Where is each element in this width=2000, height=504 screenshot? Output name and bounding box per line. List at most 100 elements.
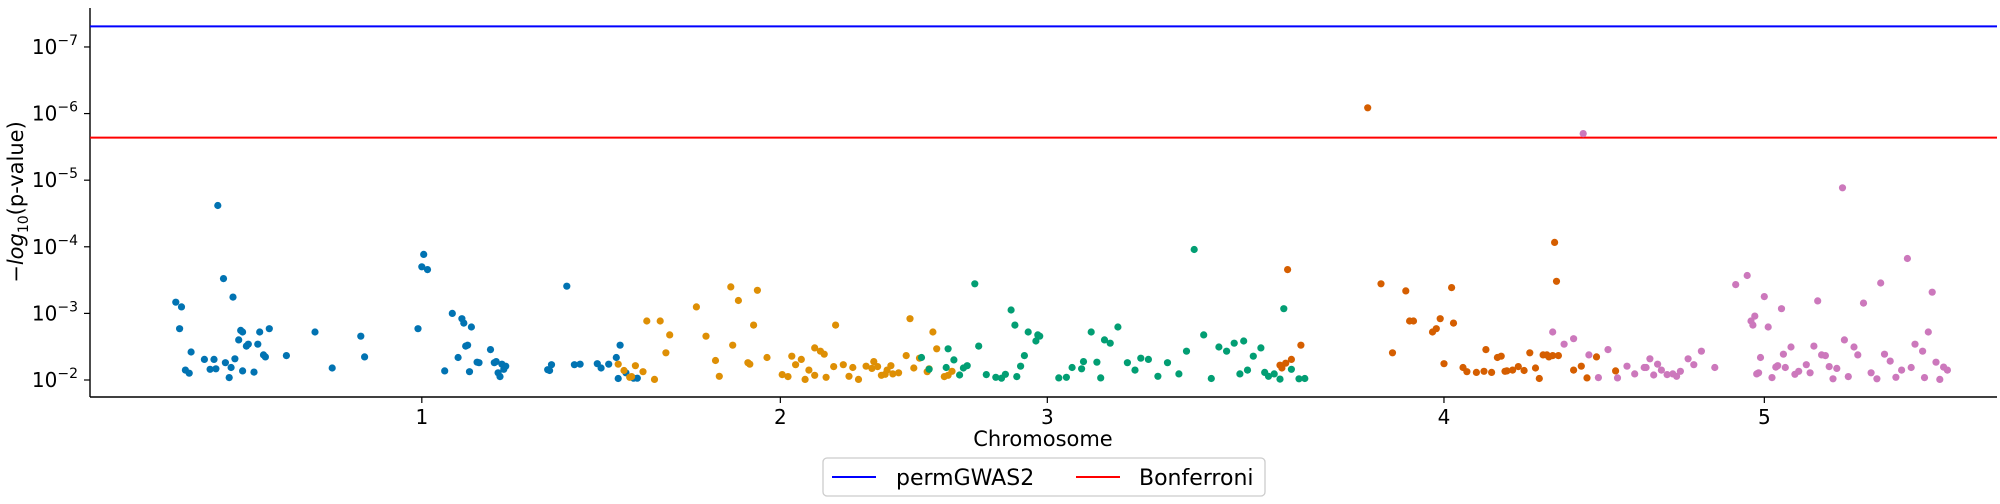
data-point [1829, 375, 1837, 383]
data-point [464, 341, 472, 349]
data-point [1920, 374, 1929, 382]
data-point [902, 352, 910, 360]
data-point [1552, 277, 1561, 285]
data-point [1907, 363, 1915, 372]
data-point [910, 364, 918, 372]
data-point [1924, 328, 1932, 336]
data-point [792, 361, 800, 369]
data-point [1814, 297, 1822, 305]
data-point [311, 328, 319, 336]
data-point [1036, 332, 1044, 340]
data-point [492, 358, 500, 366]
data-point [862, 362, 870, 370]
data-point [1903, 254, 1911, 263]
data-point [1526, 349, 1534, 357]
data-point [1480, 367, 1488, 375]
data-point [1236, 370, 1244, 378]
data-point [1488, 368, 1496, 376]
data-point [1011, 321, 1019, 329]
data-point [1087, 328, 1095, 336]
data-point [1207, 374, 1215, 383]
data-point [1264, 372, 1273, 380]
data-point [187, 348, 195, 356]
data-point [1663, 371, 1671, 379]
data-point [1175, 370, 1183, 378]
data-point [1604, 346, 1612, 354]
data-point [256, 328, 264, 336]
data-point [1297, 341, 1305, 349]
data-point [1570, 335, 1578, 343]
data-point [1032, 337, 1040, 345]
data-point [1163, 359, 1172, 367]
data-point [1482, 346, 1490, 354]
data-point [239, 367, 247, 375]
y-tick-label: 10−3 [32, 299, 78, 325]
y-tick-label: 10−5 [32, 166, 78, 192]
legend: permGWAS2 Bonferroni [822, 457, 1266, 497]
data-point [1287, 365, 1295, 373]
data-point [929, 328, 937, 336]
data-point [1810, 342, 1818, 350]
data-point [1777, 305, 1786, 313]
threshold-lines [90, 25, 1997, 139]
data-point [1911, 340, 1919, 348]
data-point [1007, 306, 1015, 314]
data-point [1270, 370, 1278, 378]
data-point [662, 349, 670, 357]
data-point [1503, 367, 1511, 375]
data-point [692, 303, 701, 311]
legend-label-permgwas2: permGWAS2 [896, 466, 1034, 491]
y-ticks: 10−2 10−3 10−4 10−5 10−6 10−7 [32, 33, 90, 392]
data-point [933, 345, 941, 353]
data-point [1549, 352, 1557, 360]
data-point [746, 360, 754, 368]
data-point [254, 340, 262, 348]
data-point [971, 280, 979, 288]
data-point [1850, 343, 1858, 351]
data-point [1838, 184, 1847, 192]
data-point [225, 374, 233, 382]
data-point [1249, 352, 1257, 360]
data-point [1570, 366, 1578, 374]
data-point [423, 266, 432, 274]
data-point [1114, 323, 1122, 331]
data-point [1364, 104, 1372, 112]
data-point [448, 309, 456, 317]
data-point [1711, 363, 1719, 372]
data-point [1781, 363, 1789, 372]
data-point [1646, 355, 1654, 363]
data-point [1154, 372, 1162, 380]
data-point [1795, 367, 1803, 375]
data-point [185, 369, 193, 377]
data-point [656, 317, 664, 325]
y-tick-label: 10−2 [32, 366, 78, 392]
data-point [1577, 362, 1585, 370]
data-point [244, 340, 252, 348]
data-point [832, 321, 840, 329]
data-point [1787, 343, 1795, 351]
data-point [925, 365, 933, 373]
data-point [1409, 317, 1418, 325]
data-point [1743, 271, 1751, 280]
data-point [1509, 366, 1517, 374]
data-point [917, 353, 926, 362]
data-point [788, 352, 796, 360]
data-point [1448, 284, 1456, 292]
data-point [763, 353, 771, 362]
data-point [820, 350, 828, 358]
data-point [1432, 325, 1440, 333]
data-point [1749, 321, 1757, 329]
data-point [1583, 374, 1591, 382]
data-point [235, 336, 243, 344]
data-point [1200, 331, 1208, 339]
data-point [1928, 288, 1936, 296]
data-point [1024, 328, 1032, 336]
data-point [441, 367, 449, 375]
data-point [1137, 354, 1145, 362]
data-point [1123, 359, 1131, 367]
data-point [1833, 364, 1841, 372]
data-point [650, 375, 659, 383]
data-point [702, 332, 710, 340]
data-point [614, 360, 622, 368]
data-point [1278, 364, 1286, 372]
